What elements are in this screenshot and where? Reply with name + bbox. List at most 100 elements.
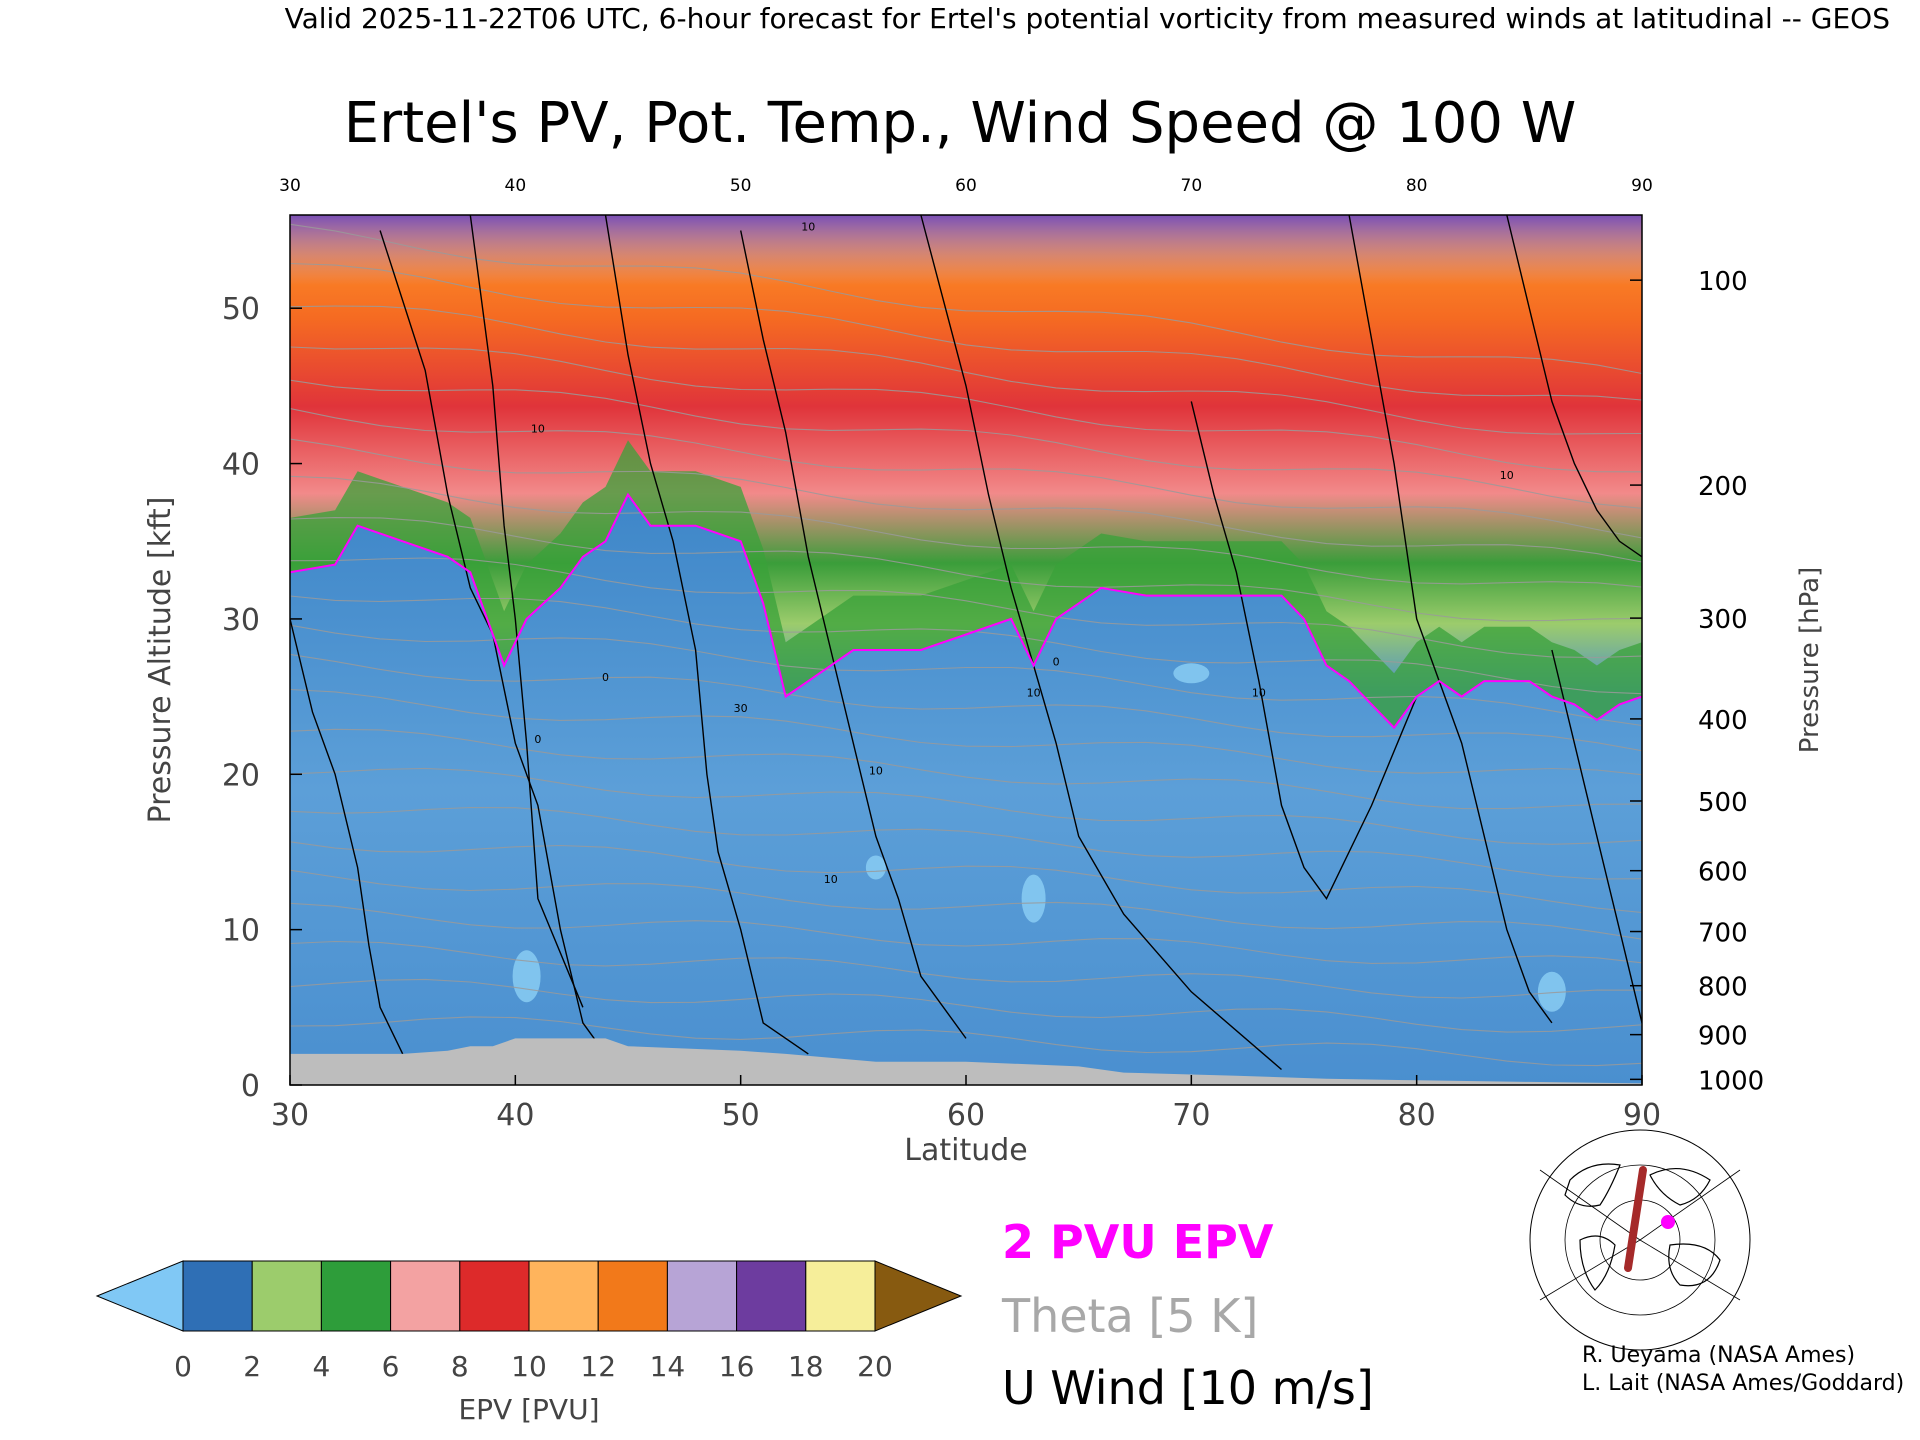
theta-contour-line (290, 305, 1642, 435)
y-tick-label: 30 (222, 603, 260, 638)
theta-contour-line (290, 346, 1642, 473)
epv-field (290, 215, 1642, 1085)
colorbar-tick-label: 12 (580, 1350, 616, 1383)
surface-terrain-fill (290, 1038, 1642, 1085)
colorbar-segment (805, 1260, 876, 1332)
theta-contour-line (290, 978, 1642, 1033)
pressure-tick-label: 500 (1698, 788, 1748, 818)
x-top-tick-label: 40 (505, 176, 527, 196)
u-wind-contour-label: 10 (1027, 687, 1041, 700)
high-pv-band (290, 215, 1642, 285)
y-tick-label: 50 (222, 292, 260, 327)
y-tick-label: 0 (241, 1069, 260, 1104)
u-wind-contour-line (290, 618, 404, 1055)
x-top-tick-label: 90 (1631, 176, 1653, 196)
theta-contour-line (290, 841, 1642, 914)
colorbar-tick-label: 18 (788, 1350, 824, 1383)
u-wind-contour-label: 10 (531, 423, 545, 436)
colorbar-tick-label: 0 (174, 1350, 192, 1383)
chart-title: Ertel's PV, Pot. Temp., Wind Speed @ 100… (344, 91, 1576, 156)
theta-contour-line (290, 767, 1642, 845)
colorbar-label: EPV [PVU] (458, 1393, 599, 1426)
low-pv-patch (1021, 874, 1046, 923)
y-tick-label: 10 (222, 914, 260, 949)
theta-contour-line (290, 475, 1642, 588)
colorbar-segment (597, 1260, 668, 1332)
x-tick-label: 70 (1172, 1098, 1210, 1133)
colorbar-segment (251, 1260, 322, 1332)
colorbar-segment (736, 1260, 807, 1332)
green-transition-band (290, 440, 1642, 728)
credit-line-2: L. Lait (NASA Ames/Goddard) (1582, 1371, 1904, 1396)
colorbar-tick-label: 4 (312, 1350, 330, 1383)
colorbar-segment (528, 1260, 599, 1332)
colorbar-over-arrow (874, 1260, 963, 1332)
valid-time-header: Valid 2025-11-22T06 UTC, 6-hour forecast… (285, 2, 1890, 35)
legend-u-wind: U Wind [10 m/s] (1002, 1361, 1374, 1415)
theta-contour-line (290, 408, 1642, 539)
u-wind-contour-line (1551, 649, 1642, 1024)
colorbar-segment (320, 1260, 392, 1332)
colorbar-tick-label: 16 (719, 1350, 755, 1383)
x-top-tick-label: 30 (279, 176, 301, 196)
low-pv-patch (1537, 971, 1566, 1012)
theta-contour-line (290, 262, 1642, 401)
u-wind-contour-line (740, 230, 967, 1039)
u-wind-contour-line (379, 230, 629, 1085)
colorbar-under-arrow (95, 1260, 184, 1332)
legend-2pvu: 2 PVU EPV (1002, 1215, 1274, 1269)
y-tick-label: 40 (222, 448, 260, 483)
theta-contour-line (290, 940, 1642, 999)
epv-colorbar: 0 2 4 6 8 10 12 14 16 18 20 (95, 1260, 963, 1383)
theta-contour-line (290, 869, 1642, 940)
x-top-tick-label: 50 (730, 176, 752, 196)
credit-line-1: R. Ueyama (NASA Ames) (1582, 1343, 1855, 1368)
theta-contour-line (290, 728, 1642, 810)
polar-map-icon (1529, 1129, 1751, 1351)
theta-contour-line (290, 379, 1642, 509)
colorbar-tick-label: 20 (857, 1350, 893, 1383)
theta-contour-line (290, 557, 1642, 659)
theta-contour-line (290, 223, 1642, 375)
x-tick-label: 80 (1398, 1098, 1436, 1133)
theta-contours (290, 223, 1642, 1067)
u-wind-contour-label: 0 (602, 671, 609, 684)
axes: 3030404050506060707080809090010203040501… (222, 176, 1764, 1133)
pressure-tick-label: 900 (1698, 1022, 1748, 1052)
colorbar-segment (459, 1260, 530, 1332)
x-tick-label: 50 (722, 1098, 760, 1133)
u-wind-contour-label: 10 (1500, 469, 1514, 482)
colorbar-segment (666, 1260, 738, 1332)
colorbar-tick-label: 10 (511, 1350, 547, 1383)
y-tick-label: 20 (222, 758, 260, 793)
x-tick-label: 40 (496, 1098, 534, 1133)
u-wind-contour-label: 0 (534, 733, 541, 746)
x-top-tick-label: 60 (955, 176, 977, 196)
x-tick-label: 60 (947, 1098, 985, 1133)
x-tick-label: 30 (271, 1098, 309, 1133)
colorbar-tick-label: 8 (451, 1350, 469, 1383)
theta-contour-line (290, 806, 1642, 880)
colorbar-tick-label: 6 (382, 1350, 400, 1383)
u-wind-contour-label: 30 (734, 702, 748, 715)
low-pv-patch (512, 950, 541, 1003)
pressure-tick-label: 700 (1698, 919, 1748, 949)
u-wind-contour-line (604, 215, 809, 1055)
x-axis-label: Latitude (904, 1133, 1027, 1168)
colorbar-tick-label: 14 (650, 1350, 686, 1383)
theta-contour-line (290, 688, 1642, 776)
surface-terrain (290, 1038, 1642, 1085)
x-top-tick-label: 80 (1406, 176, 1428, 196)
colorbar-segment (182, 1260, 253, 1332)
colorbar-tick-label: 2 (243, 1350, 261, 1383)
theta-contour-line (290, 1016, 1642, 1067)
pressure-tick-label: 100 (1698, 267, 1748, 297)
u-wind-contour-label: 10 (1252, 687, 1266, 700)
theta-contour-line (290, 653, 1642, 752)
u-wind-contour-label: 10 (869, 764, 883, 777)
u-wind-contour-label: 10 (824, 873, 838, 886)
u-wind-contour-line (1506, 215, 1642, 558)
u-wind-contour-line (1190, 401, 1418, 900)
